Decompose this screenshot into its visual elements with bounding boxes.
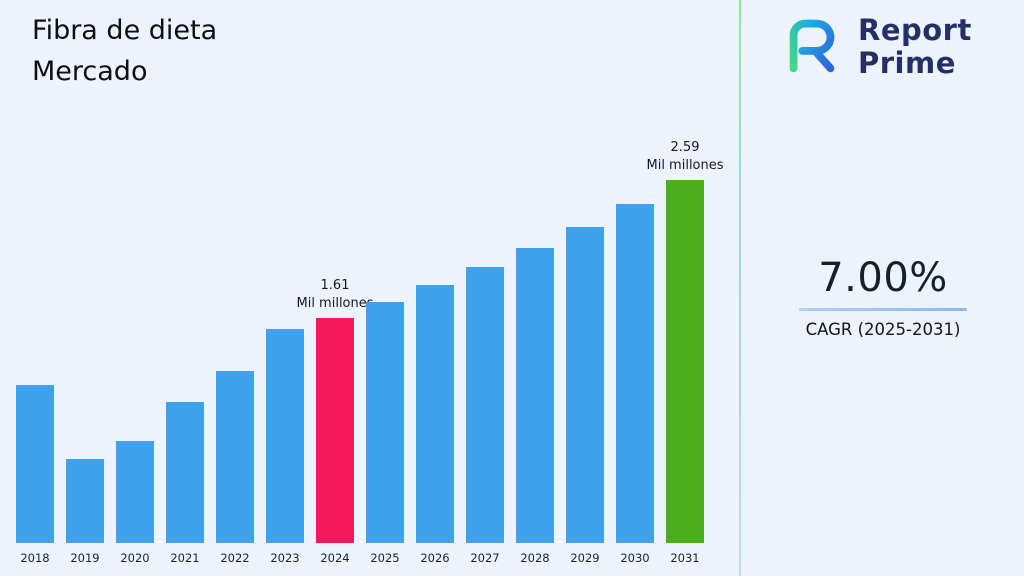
logo-text-report: Report: [858, 13, 972, 47]
bar-column-2019: 2019: [66, 459, 104, 566]
bar-column-2028: 2028: [516, 248, 554, 566]
bar-column-2027: 2027: [466, 267, 504, 566]
bar-2028: [516, 248, 554, 543]
cagr-block: 7.00% CAGR (2025-2031): [799, 255, 967, 339]
bar-2026: [416, 285, 454, 543]
bar-2030: [616, 204, 654, 543]
bar-column-2025: 2025: [366, 302, 404, 566]
bar-column-2031: 2.59 Mil millones 2031: [646, 139, 723, 566]
page-title: Fibra de dieta Mercado: [32, 10, 217, 92]
page-title-line2: Mercado: [32, 56, 148, 87]
cagr-value: 7.00%: [818, 255, 948, 301]
x-axis-label-2031: 2031: [670, 551, 700, 565]
bar-2018: [16, 385, 54, 543]
cagr-underline: [799, 308, 967, 311]
bar-2029: [566, 227, 604, 543]
bar-2020: [116, 441, 154, 543]
bar-2027: [466, 267, 504, 543]
bar-annotation-2024: 1.61 Mil millones: [296, 278, 374, 311]
bar-annotation-2031: 2.59 Mil millones: [646, 140, 724, 173]
x-axis-label-2022: 2022: [220, 551, 250, 565]
logo-text-prime: Prime: [858, 46, 956, 80]
bar-column-2022: 2022: [216, 371, 254, 566]
x-axis-label-2018: 2018: [20, 551, 50, 565]
bar-column-2029: 2029: [566, 227, 604, 566]
cagr-label: CAGR (2025-2031): [805, 320, 961, 339]
bar-2022: [216, 371, 254, 543]
bar-2024: [316, 318, 354, 543]
bar-column-2023: 2023: [266, 329, 304, 566]
bar-column-2020: 2020: [116, 441, 154, 566]
bar-2021: [166, 402, 204, 543]
bar-2025: [366, 302, 404, 543]
x-axis-label-2030: 2030: [620, 551, 650, 565]
x-axis-label-2020: 2020: [120, 551, 150, 565]
x-axis-label-2023: 2023: [270, 551, 300, 565]
bar-column-2024: 1.61 Mil millones 2024: [296, 277, 373, 566]
report-prime-logo-icon: [778, 10, 848, 84]
bar-2023: [266, 329, 304, 543]
report-prime-logo: Report Prime: [778, 10, 972, 84]
bar-column-2021: 2021: [166, 402, 204, 566]
bar-column-2030: 2030: [616, 204, 654, 566]
bar-2031: [666, 180, 704, 543]
bar-2019: [66, 459, 104, 543]
x-axis-label-2029: 2029: [570, 551, 600, 565]
x-axis-label-2025: 2025: [370, 551, 400, 565]
page-title-line1: Fibra de dieta: [32, 15, 218, 46]
bar-column-2026: 2026: [416, 285, 454, 566]
x-axis-label-2021: 2021: [170, 551, 200, 565]
x-axis-label-2027: 2027: [470, 551, 500, 565]
bar-chart: 2018 2019 2020 2021 2022 2023 1.61 Mil millones…: [16, 139, 724, 566]
x-axis-label-2024: 2024: [320, 551, 350, 565]
x-axis-label-2026: 2026: [420, 551, 450, 565]
vertical-divider: [739, 0, 741, 576]
bar-column-2018: 2018: [16, 385, 54, 566]
x-axis-label-2028: 2028: [520, 551, 550, 565]
x-axis-label-2019: 2019: [70, 551, 100, 565]
